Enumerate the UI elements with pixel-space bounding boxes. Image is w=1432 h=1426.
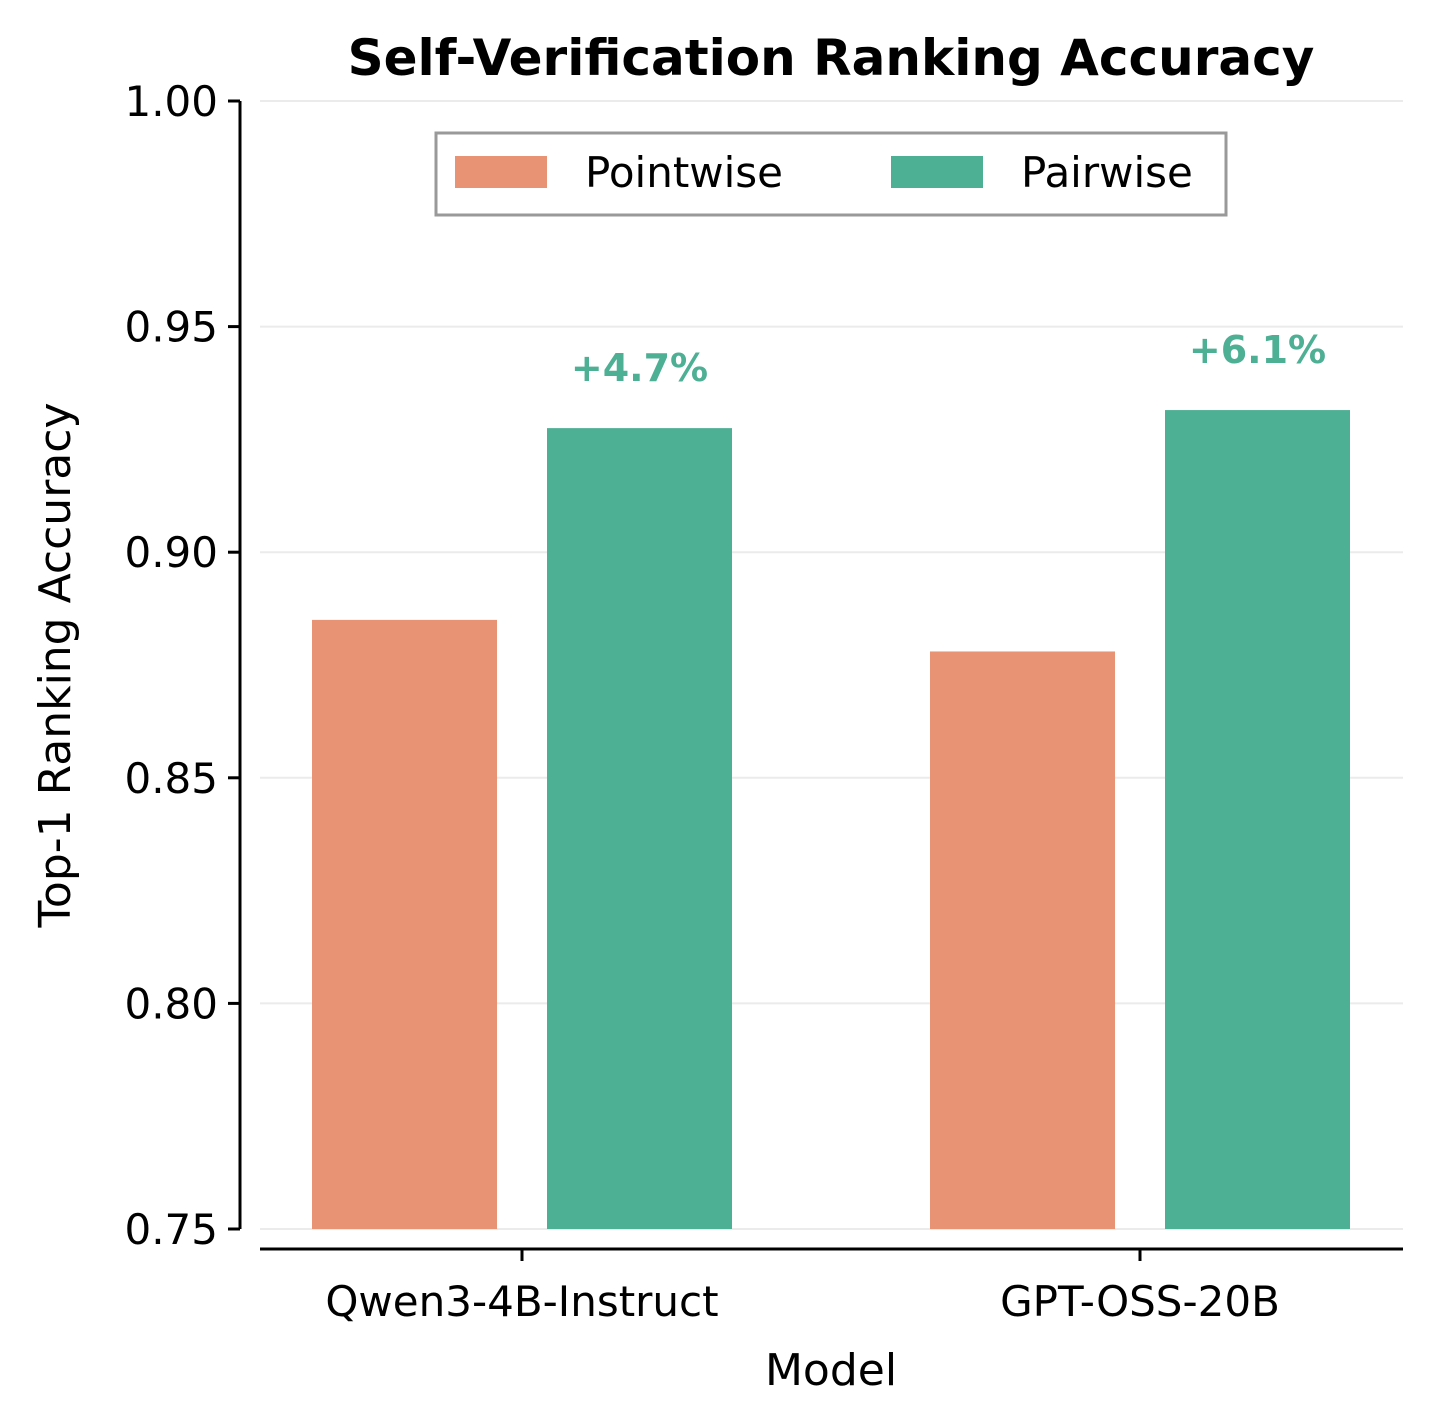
bar-pointwise [930, 651, 1115, 1229]
y-tick-label: 0.95 [124, 303, 218, 352]
legend: Pointwise Pairwise [434, 131, 1228, 217]
data-label: +6.1% [1189, 328, 1326, 372]
bars: +4.7% +6.1% [312, 328, 1350, 1229]
y-tick-label: 0.85 [124, 754, 218, 803]
x-tick-label: Qwen3-4B-Instruct [325, 1277, 718, 1326]
bar-pairwise [1165, 410, 1350, 1229]
legend-label: Pairwise [1021, 148, 1193, 197]
y-tick-label: 1.00 [124, 77, 218, 126]
x-tick-label: GPT-OSS-20B [1000, 1277, 1280, 1326]
y-tick-label: 0.90 [124, 528, 218, 577]
x-axis-label: Model [765, 1345, 897, 1396]
chart-title: Self-Verification Ranking Accuracy [348, 29, 1315, 87]
y-tick-label: 0.80 [124, 979, 218, 1028]
legend-label: Pointwise [585, 148, 783, 197]
bar-pointwise [312, 619, 497, 1229]
data-label: +4.7% [571, 346, 708, 390]
y-tick-label: 0.75 [124, 1205, 218, 1254]
bar-pairwise [547, 428, 732, 1229]
axes: 0.75 0.80 0.85 0.90 0.95 1.00 Qwen3-4B-Instruc… [124, 77, 1403, 1326]
legend-box [434, 131, 1228, 217]
y-axis-label: Top-1 Ranking Accuracy [30, 403, 81, 929]
legend-swatch [455, 156, 547, 188]
legend-swatch [891, 156, 983, 188]
